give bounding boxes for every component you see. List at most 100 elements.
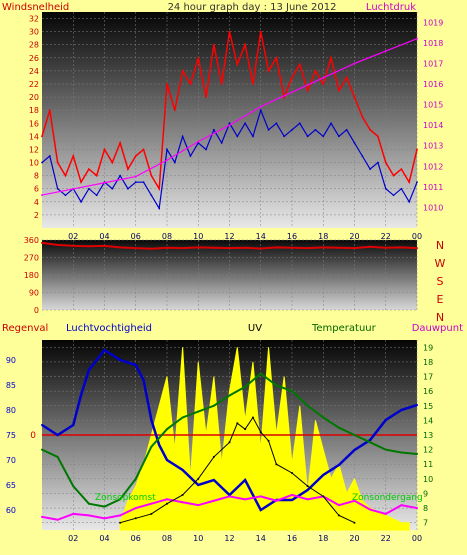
label-luchtvochtigheid: Luchtvochtigheid [66, 323, 152, 334]
point-direction [400, 246, 403, 249]
x-tick: 14 [256, 534, 266, 543]
point-gust [150, 174, 153, 177]
compass-label: E [437, 293, 444, 306]
point-direction [306, 247, 309, 250]
panel-direction-y-ticks: 0 90 180 270 360 [24, 236, 39, 315]
y-right-tick: 1012 [423, 162, 443, 171]
point-pressure [259, 105, 262, 108]
point-dauwpunt [416, 507, 418, 510]
panel-wind-x-ticks: 02 04 06 08 10 12 14 16 18 20 22 00 [68, 232, 422, 241]
point-luchtvochtigheid [158, 444, 161, 446]
point-direction [181, 247, 184, 250]
point-direction [72, 244, 75, 247]
point-dauwpunt [166, 498, 168, 501]
point-wind [377, 161, 379, 164]
point-gust [377, 135, 379, 138]
point-gust [322, 83, 325, 85]
point-wind [127, 187, 129, 190]
point-wind [173, 161, 176, 164]
point-uv [291, 472, 293, 474]
x-tick: 22 [381, 534, 391, 543]
point-gust [252, 83, 254, 85]
point-gust [197, 56, 200, 59]
point-gust [361, 115, 364, 118]
point-uv [150, 512, 153, 515]
panel-climate-y-right-ticks: 7 8 9 10 11 12 13 14 15 16 17 18 19 [423, 343, 433, 527]
point-wind [408, 200, 411, 203]
point-direction [41, 241, 43, 244]
y-right-tick: 1017 [423, 59, 443, 68]
x-tick: 20 [349, 534, 359, 543]
point-gust [72, 155, 75, 157]
compass-label: W [435, 257, 446, 270]
point-wind [64, 194, 67, 197]
x-tick: 12 [224, 534, 234, 543]
point-wind [298, 122, 301, 125]
point-pressure [197, 140, 200, 143]
x-tick: 22 [381, 232, 391, 241]
point-uv [322, 495, 325, 498]
y-left-tick: 12 [29, 145, 39, 154]
point-dauwpunt [150, 502, 153, 505]
annotation-zonsondergang: Zonsondergang [352, 493, 423, 503]
y-right-tick: 1019 [423, 18, 443, 27]
point-luchtvochtigheid [322, 474, 325, 476]
point-wind [181, 135, 184, 138]
point-gust [64, 174, 67, 177]
point-direction [416, 247, 418, 250]
point-temperatuur [275, 384, 278, 387]
point-dauwpunt [181, 501, 184, 504]
point-temperatuur [228, 394, 231, 397]
point-uv [166, 502, 168, 505]
point-dauwpunt [400, 504, 403, 507]
point-temperatuur [56, 455, 59, 458]
point-temperatuur [369, 441, 372, 444]
point-wind [119, 174, 122, 177]
x-tick: 12 [224, 232, 234, 241]
y-right-tick: 14 [423, 416, 433, 425]
point-dauwpunt [212, 499, 215, 502]
point-dauwpunt [56, 518, 59, 521]
point-wind [353, 142, 356, 144]
point-wind [361, 155, 364, 157]
point-luchtvochtigheid [291, 499, 293, 501]
point-wind [259, 109, 262, 112]
point-direction [212, 246, 215, 249]
x-tick: 10 [193, 232, 203, 241]
x-tick: 02 [68, 232, 78, 241]
point-wind [56, 187, 59, 190]
point-temperatuur [41, 448, 43, 451]
point-uv [134, 517, 137, 520]
panel-wind-y-right-ticks: 1010 1011 1012 1013 1014 1015 1016 1017 1018 1019 [423, 18, 443, 212]
point-gust [48, 109, 51, 112]
point-direction [228, 247, 231, 250]
point-gust [416, 148, 418, 151]
point-wind [337, 135, 340, 138]
point-gust [291, 76, 293, 79]
point-temperatuur [322, 416, 325, 419]
panel-climate-series [41, 347, 418, 531]
point-wind [314, 128, 317, 131]
x-tick: 00 [412, 232, 422, 241]
point-luchtvochtigheid [80, 394, 83, 396]
point-gust [127, 168, 129, 170]
point-wind [416, 181, 418, 184]
point-uv [197, 477, 200, 480]
point-wind [244, 122, 247, 125]
point-gust [314, 70, 317, 72]
y-right-tick: 1016 [423, 80, 443, 89]
y-left-tick: 6 [34, 185, 39, 194]
point-pressure [103, 181, 106, 184]
point-luchtvochtigheid [103, 349, 106, 351]
point-gust [392, 174, 395, 177]
compass-label: N [436, 239, 444, 252]
point-dauwpunt [337, 504, 340, 507]
point-uv [275, 463, 278, 466]
point-uv [212, 455, 215, 458]
point-temperatuur [150, 445, 153, 448]
label-uv: UV [248, 323, 262, 334]
point-wind [158, 207, 161, 210]
point-wind [111, 187, 114, 190]
